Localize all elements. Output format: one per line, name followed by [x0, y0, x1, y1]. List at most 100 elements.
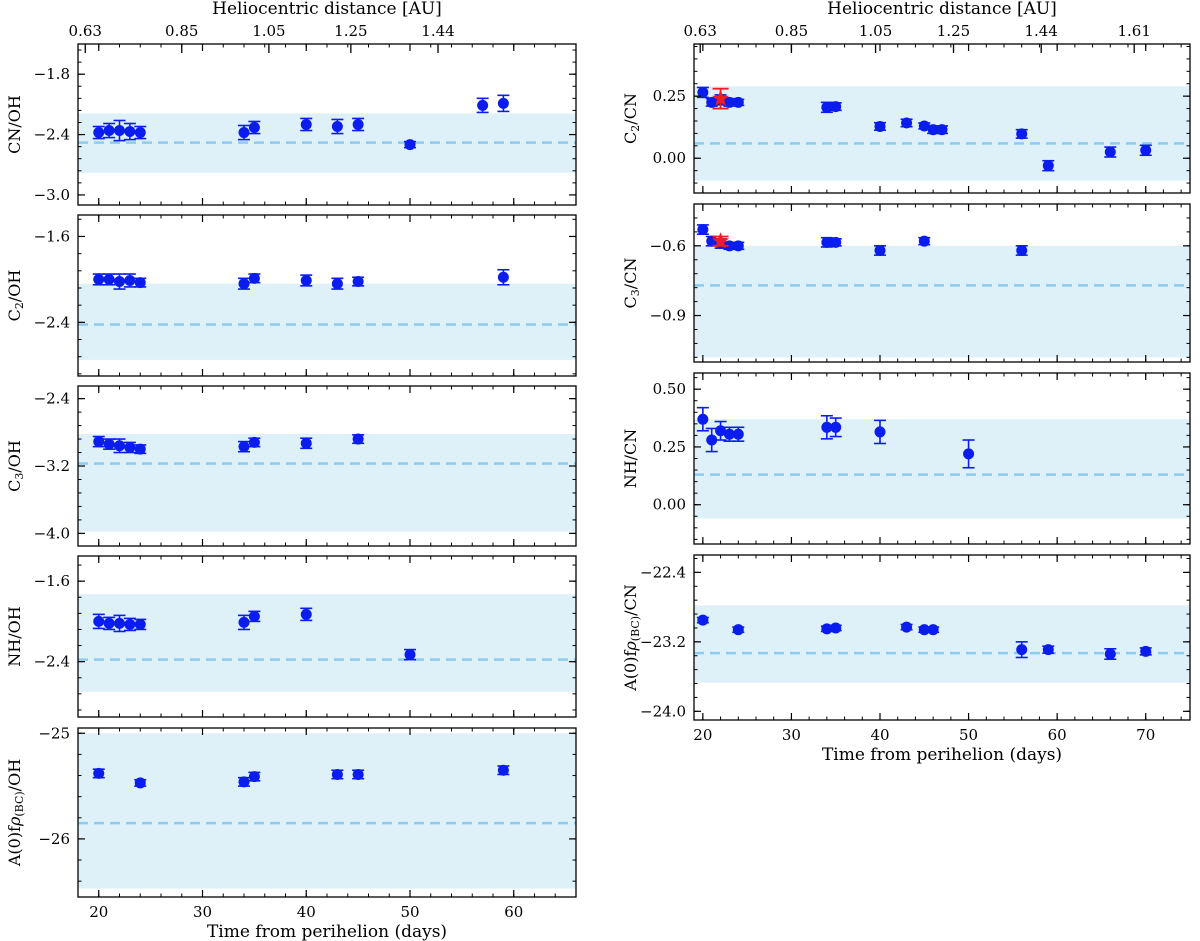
scatter-marker	[1104, 146, 1116, 158]
scatter-point	[92, 273, 105, 286]
chart-panel-left-3: −2.4 −1.6 NH/OH	[5, 555, 577, 718]
y-tick-label: −2.4	[34, 653, 70, 671]
y-tick-label: −3.2	[34, 457, 70, 475]
y-tick-label: −0.9	[650, 307, 686, 325]
y-tick-label: 0.00	[653, 496, 686, 514]
y-axis-label: C2/CN	[621, 93, 642, 144]
scatter-marker	[114, 617, 125, 629]
scatter-marker	[93, 436, 105, 448]
x-tick-label: 40	[297, 903, 316, 921]
scatter-point	[829, 417, 842, 438]
scatter-point	[238, 776, 250, 788]
scatter-point	[820, 623, 833, 635]
scatter-marker	[497, 271, 509, 283]
y-axis-label-part: C	[621, 132, 640, 144]
scatter-marker	[248, 610, 260, 622]
scatter-marker	[830, 421, 842, 433]
scatter-marker	[830, 236, 842, 248]
scatter-band	[694, 419, 1190, 519]
scatter-point	[248, 436, 261, 448]
scatter-marker	[1016, 244, 1028, 256]
chart-panel-right-0: 0.00 0.25 C2/CN 0.63 0.85 1.05 1.25 1.44 1.61 Hel…	[621, 0, 1191, 194]
y-axis-label-part: /OH	[5, 440, 24, 473]
scatter-marker	[936, 124, 948, 136]
scatter-marker	[918, 624, 930, 636]
scatter-point	[918, 235, 931, 247]
y-axis-label-part: /OH	[5, 759, 24, 792]
scatter-band	[78, 434, 576, 532]
y-axis-label-part: CN/OH	[5, 95, 24, 154]
scatter-band	[78, 283, 576, 360]
scatter-point	[113, 119, 126, 142]
scatter-marker	[874, 426, 886, 438]
y-axis-label: NH/CN	[621, 429, 640, 489]
y-axis-label-part: NH/OH	[5, 606, 24, 666]
y-axis-label-part: /CN	[621, 584, 640, 616]
scatter-marker	[706, 96, 718, 108]
scatter-point	[331, 768, 344, 780]
scatter-marker	[93, 615, 105, 627]
scatter-marker	[830, 622, 842, 634]
x-tick-label: 70	[1136, 726, 1155, 744]
scatter-point	[404, 139, 416, 151]
scatter-point	[248, 771, 261, 783]
scatter-marker	[352, 276, 364, 288]
x-tick-label: 50	[959, 726, 978, 744]
y-axis-label: C3/CN	[621, 258, 642, 309]
scatter-point	[732, 240, 745, 252]
y-axis-label-part: C	[621, 296, 640, 308]
scatter-marker	[124, 618, 136, 630]
y-axis-label: A(0)fρ(BC)/OH	[5, 759, 26, 867]
scatter-point	[696, 224, 709, 236]
scatter-marker	[821, 236, 833, 248]
y-axis-label-part: A(0)f	[621, 650, 640, 692]
scatter-point	[248, 610, 261, 623]
scatter-point	[732, 96, 745, 108]
scatter-point	[331, 118, 344, 135]
scatter-marker	[134, 277, 146, 289]
scatter-marker	[103, 273, 115, 285]
y-axis-label: CN/OH	[5, 95, 24, 154]
scatter-marker	[404, 139, 416, 151]
star-point	[712, 87, 730, 110]
scatter-marker	[918, 120, 930, 132]
top-axis-label: Heliocentric distance [AU]	[827, 0, 1057, 19]
scatter-point	[300, 607, 313, 622]
scatter-point	[1042, 159, 1055, 172]
scatter-marker	[134, 127, 146, 139]
scatter-marker	[103, 438, 115, 450]
top-axis-tick-label: 1.05	[859, 22, 892, 40]
scatter-marker	[927, 124, 939, 136]
scatter-marker	[927, 624, 939, 636]
x-tick-label: 40	[870, 726, 889, 744]
y-tick-label: −23.2	[640, 633, 686, 651]
scatter-point	[936, 124, 948, 136]
scatter-point	[134, 277, 147, 289]
y-tick-label: −1.6	[34, 572, 70, 590]
scatter-marker	[874, 120, 886, 132]
scatter-point	[352, 117, 365, 132]
y-tick-label: −4.0	[34, 524, 70, 542]
scatter-point	[705, 96, 718, 108]
scatter-marker	[732, 240, 744, 252]
scatter-marker	[1140, 645, 1152, 657]
scatter-point	[1104, 146, 1117, 158]
scatter-marker	[697, 224, 709, 236]
scatter-marker	[238, 616, 250, 628]
scatter-point	[103, 273, 116, 286]
scatter-point	[352, 276, 365, 288]
scatter-marker	[93, 767, 105, 779]
scatter-marker	[352, 768, 364, 780]
scatter-marker	[300, 119, 312, 130]
y-axis-label-part: 2	[13, 302, 26, 309]
scatter-point	[331, 277, 344, 290]
scatter-point	[829, 622, 842, 634]
scatter-point	[238, 277, 250, 290]
scatter-marker	[114, 125, 125, 137]
scatter-marker	[1042, 160, 1054, 172]
scatter-point	[1139, 645, 1152, 657]
scatter-point	[1139, 144, 1152, 157]
y-tick-label: −2.4	[34, 313, 70, 331]
scatter-marker	[248, 771, 260, 783]
